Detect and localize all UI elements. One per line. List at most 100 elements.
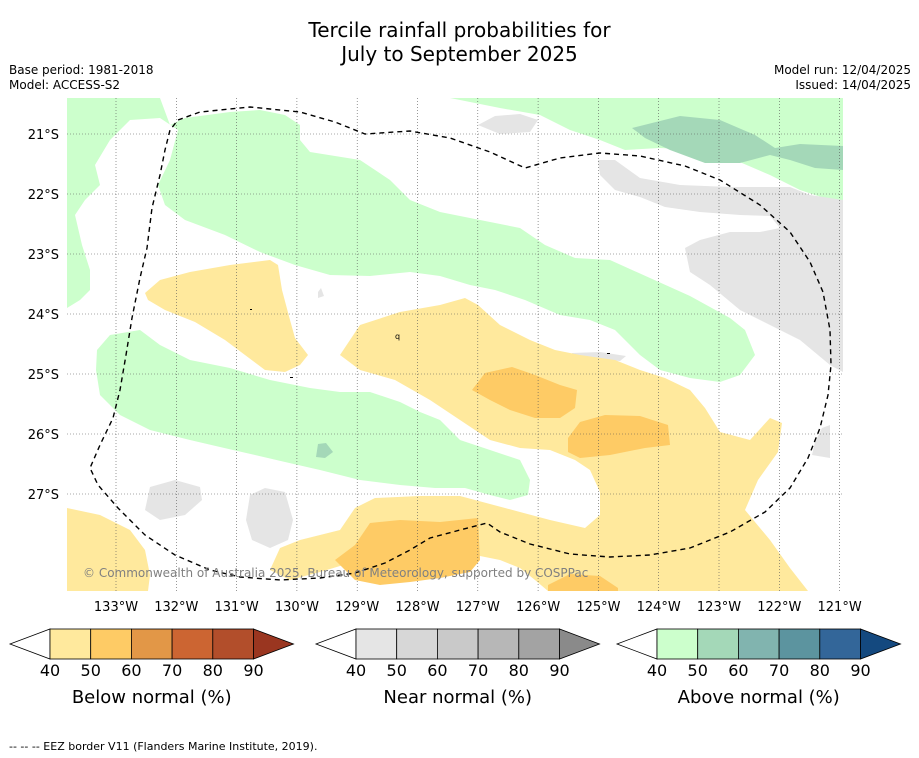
map-mark-dot [290, 377, 293, 378]
near-normal-region-dot [318, 288, 324, 298]
above-normal-50-spot [316, 443, 333, 458]
lat-label: 27°S [28, 488, 59, 503]
lon-label: 123°W [697, 600, 741, 615]
lon-label: 130°W [275, 600, 319, 615]
colorbar-tick-label: 40 [346, 661, 366, 680]
below-normal-region-southwest [67, 508, 150, 591]
longitude-labels: 133°W 132°W 131°W 130°W 129°W 128°W 127°W 126°W… [94, 600, 862, 615]
near-normal-region-sw [145, 480, 202, 520]
colorbar-tick-label: 50 [688, 661, 708, 680]
below-normal-50-region-a [472, 367, 577, 418]
above-normal-region-northeast [450, 98, 843, 200]
below-normal-region-central [270, 298, 808, 591]
map-mark: q [395, 332, 400, 341]
colorbar-title: Near normal (%) [383, 687, 532, 708]
latitude-labels: 21°S 22°S 23°S 24°S 25°S 26°S 27°S [28, 128, 59, 503]
lat-label: 23°S [28, 248, 59, 263]
colorbar-low-extension [8, 628, 51, 660]
colorbar-tick-label: 90 [850, 661, 870, 680]
colorbar-tick-label: 50 [81, 661, 101, 680]
colorbar-tick-label: 40 [40, 661, 60, 680]
colorbar-segment [396, 628, 438, 660]
lon-label: 129°W [335, 600, 379, 615]
colorbar-tick-label: 60 [427, 661, 447, 680]
colorbar-segment [518, 628, 560, 660]
colorbar-tick-label: 60 [121, 661, 141, 680]
below-normal-50-region-d [548, 574, 618, 591]
title-line-2: July to September 2025 [341, 42, 578, 66]
colorbar-high-extension [559, 628, 601, 660]
lon-label: 124°W [637, 600, 681, 615]
lon-label: 133°W [94, 600, 138, 615]
lon-label: 122°W [757, 600, 801, 615]
map-mark-dot [607, 353, 610, 354]
lat-label: 21°S [28, 128, 59, 143]
meta-right: Model run: 12/04/2025 Issued: 14/04/2025 [774, 63, 911, 93]
colorbar-tick-label: 80 [810, 661, 830, 680]
eez-border-line [89, 106, 832, 581]
colorbar-tick-label: 70 [468, 661, 488, 680]
above-normal-region-central [96, 330, 530, 500]
lon-label: 131°W [215, 600, 259, 615]
colorbar-tick-label: 40 [647, 661, 667, 680]
colorbar-tick-label: 80 [509, 661, 529, 680]
colorbar-title: Below normal (%) [72, 687, 232, 708]
colorbar-segment [778, 628, 821, 660]
lon-label: 127°W [456, 600, 500, 615]
eez-legend-text: -- -- -- EEZ border V11 (Flanders Marine… [9, 740, 318, 753]
colorbar-segment [49, 628, 92, 660]
colorbar-tick-label: 70 [769, 661, 789, 680]
below-normal-region-west [145, 260, 308, 372]
colorbar-title: Above normal (%) [678, 687, 840, 708]
above-normal-50-region [632, 116, 843, 170]
lon-label: 125°W [576, 600, 620, 615]
colorbar-segment [355, 628, 398, 660]
colorbar-segment [697, 628, 739, 660]
colorbar-segment [738, 628, 780, 660]
below-normal-50-region-b [568, 415, 670, 458]
colorbar: 40 50 60 70 80 90 Below normal (%) [8, 628, 295, 708]
base-period-label: Base period: 1981-2018 [9, 63, 154, 77]
near-normal-region-east-edge [812, 425, 830, 458]
colorbar-segment [90, 628, 132, 660]
colorbar-tick-label: 50 [387, 661, 407, 680]
colorbar: 40 50 60 70 80 90 Near normal (%) [314, 628, 601, 708]
colorbar-high-extension [253, 628, 295, 660]
issued-label: Issued: 14/04/2025 [795, 78, 911, 92]
copyright-text: © Commonwealth of Australia 2025, Bureau… [83, 566, 588, 580]
chart-title: Tercile rainfall probabilities for July … [0, 18, 919, 66]
model-label: Model: ACCESS-S2 [9, 78, 121, 92]
near-normal-region-south [246, 488, 293, 548]
model-run-label: Model run: 12/04/2025 [773, 63, 911, 77]
lat-label: 26°S [28, 428, 59, 443]
colorbar-low-extension [314, 628, 357, 660]
colorbar-low-extension [615, 628, 658, 660]
colorbar-segment [171, 628, 214, 660]
near-normal-region-north [478, 114, 538, 134]
colorbar-tick-label: 70 [162, 661, 182, 680]
colorbar-tick-label: 80 [203, 661, 223, 680]
map-mark-dot [250, 309, 252, 310]
colorbar-tick-label: 90 [549, 661, 569, 680]
colorbar: 40 50 60 70 80 90 Above normal (%) [615, 628, 902, 708]
colorbar-segment [436, 628, 479, 660]
lon-label: 128°W [395, 600, 439, 615]
colorbar-segment [819, 628, 861, 660]
lat-label: 25°S [28, 368, 59, 383]
colorbar-segment [656, 628, 699, 660]
colorbar-high-extension [860, 628, 902, 660]
probability-map: q [67, 98, 843, 591]
meta-left: Base period: 1981-2018 Model: ACCESS-S2 [9, 63, 154, 93]
colorbar-tick-label: 60 [728, 661, 748, 680]
lon-label: 121°W [818, 600, 862, 615]
lat-label: 24°S [28, 308, 59, 323]
lat-label: 22°S [28, 188, 59, 203]
colorbar-segment [477, 628, 520, 660]
lon-label: 132°W [154, 600, 198, 615]
colorbar-tick-label: 90 [243, 661, 263, 680]
colorbar-segment [212, 628, 254, 660]
near-normal-region-east [598, 160, 843, 372]
near-normal-region-small [572, 352, 626, 361]
colorbar-segment [130, 628, 173, 660]
